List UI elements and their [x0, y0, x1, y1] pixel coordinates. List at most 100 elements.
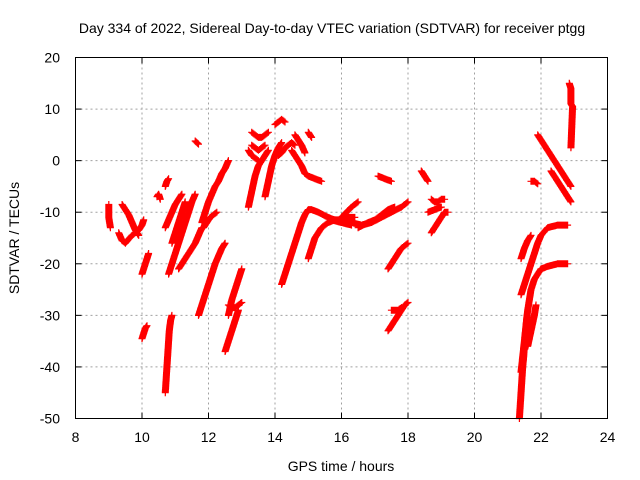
- y-tick-label: -20: [40, 256, 60, 272]
- series-markers: [271, 115, 289, 128]
- series-markers: [527, 177, 542, 188]
- series-markers: [138, 322, 151, 343]
- series-markers: [524, 301, 540, 350]
- x-tick-label: 12: [201, 429, 217, 445]
- data-points: [105, 79, 577, 422]
- series-markers: [417, 167, 432, 185]
- series-markers: [288, 146, 326, 185]
- series-arc3: [118, 201, 143, 239]
- x-tick-label: 22: [533, 429, 549, 445]
- series-arc36: [384, 239, 412, 273]
- x-tick-label: 8: [72, 429, 80, 445]
- series-markers: [374, 172, 395, 185]
- series-markers: [195, 239, 229, 319]
- series-arc42: [424, 203, 445, 216]
- chart-title: Day 334 of 2022, Sidereal Day-to-day VTE…: [79, 20, 585, 36]
- series-arc46: [517, 231, 535, 263]
- x-tick-labels: 8 10 12 14 16 18 20 22 24: [72, 429, 616, 445]
- y-tick-label: 10: [44, 101, 60, 117]
- series-markers: [198, 157, 232, 226]
- series-arc9: [161, 190, 186, 232]
- series-markers: [191, 137, 202, 148]
- series-arc17: [221, 306, 242, 355]
- series-arc41: [427, 208, 452, 237]
- series-markers: [168, 198, 189, 247]
- x-tick-label: 18: [400, 429, 416, 445]
- series-markers: [517, 221, 572, 299]
- series-markers: [138, 250, 153, 278]
- series-arc34: [354, 203, 399, 232]
- series-markers: [384, 239, 412, 273]
- series-markers: [274, 139, 299, 159]
- series-arc39: [417, 167, 432, 185]
- series-markers: [354, 203, 399, 232]
- x-tick-label: 16: [334, 429, 350, 445]
- x-axis-label: GPS time / hours: [288, 458, 395, 474]
- series-arc48: [527, 177, 542, 188]
- series-markers: [304, 128, 316, 141]
- series-arc26: [274, 139, 299, 159]
- series-arc23: [244, 146, 262, 165]
- series-markers: [248, 141, 269, 154]
- y-tick-label: 20: [44, 50, 60, 66]
- series-arc6: [153, 190, 164, 203]
- series-markers: [221, 306, 242, 355]
- x-tick-label: 20: [467, 429, 483, 445]
- series-arc47: [524, 301, 540, 350]
- series-arc40: [427, 195, 449, 206]
- series-arc4: [138, 322, 151, 343]
- series-arc28: [288, 146, 326, 185]
- series-markers: [387, 304, 405, 314]
- series-markers: [105, 201, 114, 232]
- series-markers: [118, 201, 143, 239]
- y-tick-label: -40: [40, 359, 60, 375]
- series-arc5: [138, 250, 153, 278]
- series-arc37: [384, 299, 412, 335]
- series-markers: [517, 231, 535, 263]
- series-markers: [427, 208, 452, 237]
- series-markers: [261, 139, 286, 201]
- series-arc16: [200, 208, 221, 232]
- series-markers: [517, 260, 572, 376]
- series-arc51: [565, 79, 577, 152]
- y-tick-label: -10: [40, 204, 60, 220]
- x-tick-label: 10: [134, 429, 150, 445]
- series-arc20: [244, 146, 272, 211]
- y-tick-label: 0: [52, 153, 60, 169]
- series-markers: [161, 175, 173, 190]
- series-arc1: [105, 201, 114, 232]
- series-arc24: [261, 139, 286, 201]
- series-arc25: [271, 115, 289, 128]
- x-tick-label: 14: [267, 429, 283, 445]
- series-arc7: [161, 311, 176, 397]
- series-markers: [248, 128, 272, 141]
- axis-ticks: [75, 57, 608, 419]
- series-arc35: [374, 172, 395, 185]
- series-markers: [165, 190, 199, 278]
- series-markers: [175, 224, 206, 273]
- series-arc38: [387, 304, 405, 314]
- y-tick-label: -50: [40, 411, 60, 427]
- series-markers: [565, 79, 577, 152]
- series-arc13: [191, 137, 202, 148]
- series-arc29: [291, 131, 309, 157]
- series-markers: [427, 195, 449, 206]
- series-arc10: [165, 190, 199, 278]
- series-markers: [291, 131, 309, 157]
- series-arc14: [195, 239, 229, 319]
- series-markers: [161, 311, 176, 397]
- series-arc22: [248, 141, 269, 154]
- series-markers: [547, 167, 575, 206]
- x-tick-label: 24: [600, 429, 616, 445]
- series-arc11: [168, 198, 189, 247]
- grid: [75, 57, 608, 419]
- series-arc44: [517, 260, 572, 376]
- series-markers: [244, 146, 262, 165]
- series-arc33: [338, 198, 362, 221]
- series-arc8: [161, 175, 173, 190]
- series-markers: [244, 146, 272, 211]
- series-arc15: [198, 157, 232, 226]
- series-markers: [224, 299, 246, 312]
- series-markers: [200, 208, 221, 232]
